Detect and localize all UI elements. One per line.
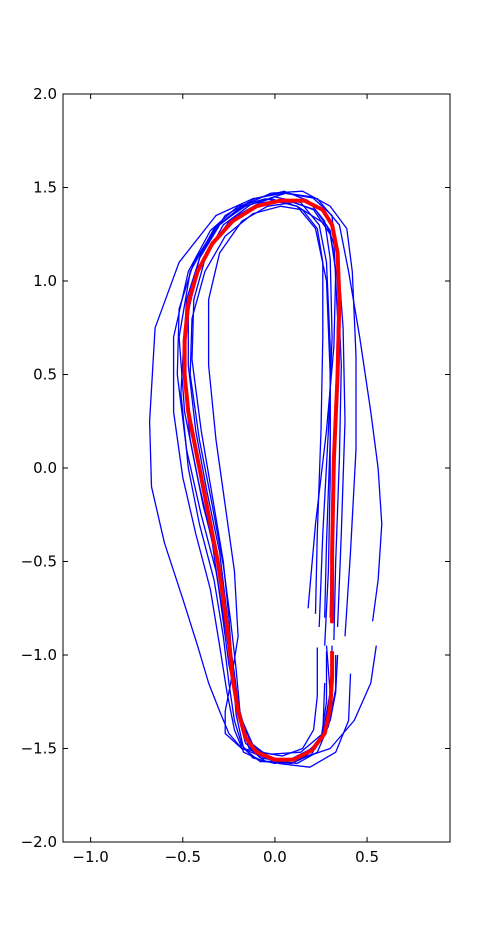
y-tick-label: 0.5 bbox=[33, 366, 57, 384]
x-tick-label: −1.0 bbox=[72, 848, 108, 866]
plot-area bbox=[62, 93, 451, 843]
x-tick-label: 0.5 bbox=[355, 848, 379, 866]
x-axis: −1.0 −0.5 0.0 0.5 bbox=[72, 94, 379, 866]
y-axis: 2.0 1.5 1.0 0.5 0.0 −0.5 −1.0 −1.5 −2.0 bbox=[21, 85, 450, 851]
mean-line bbox=[182, 198, 342, 762]
y-tick-label: −1.5 bbox=[21, 740, 57, 758]
trial-series-line-9 bbox=[207, 201, 337, 755]
y-tick-label: −0.5 bbox=[21, 553, 57, 571]
x-tick-label: 0.0 bbox=[263, 848, 287, 866]
trial-series-line-6 bbox=[178, 190, 357, 768]
mean-series-line bbox=[182, 198, 342, 762]
y-tick-label: 0.0 bbox=[33, 459, 57, 477]
y-tick-label: 1.0 bbox=[33, 272, 57, 290]
y-tick-label: −2.0 bbox=[21, 833, 57, 851]
y-tick-label: −1.0 bbox=[21, 646, 57, 664]
x-tick-label: −0.5 bbox=[165, 848, 201, 866]
plot-background bbox=[63, 94, 450, 842]
y-tick-label: 2.0 bbox=[33, 85, 57, 103]
y-tick-label: 1.5 bbox=[33, 179, 57, 197]
